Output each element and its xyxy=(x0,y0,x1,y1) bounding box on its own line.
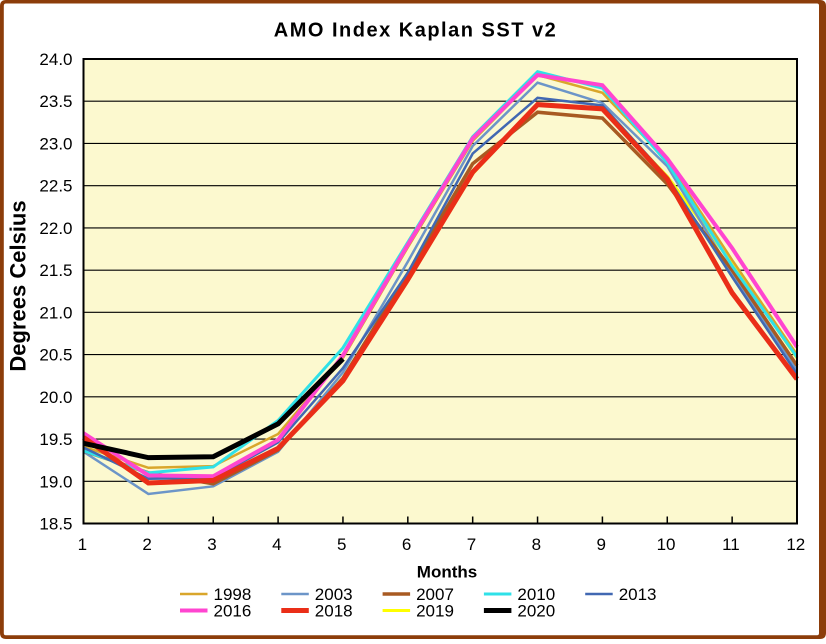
svg-text:1998: 1998 xyxy=(214,585,252,604)
svg-text:2020: 2020 xyxy=(517,602,555,621)
svg-text:8: 8 xyxy=(532,535,541,554)
svg-text:2013: 2013 xyxy=(619,585,657,604)
svg-text:2: 2 xyxy=(142,535,151,554)
svg-text:9: 9 xyxy=(596,535,605,554)
svg-text:5: 5 xyxy=(337,535,346,554)
svg-text:7: 7 xyxy=(467,535,476,554)
svg-text:Degrees Celsius: Degrees Celsius xyxy=(6,200,31,371)
svg-text:24.0: 24.0 xyxy=(39,50,72,69)
svg-text:22.5: 22.5 xyxy=(39,177,72,196)
svg-text:Months: Months xyxy=(417,563,477,582)
svg-text:AMO Index Kaplan SST v2: AMO Index Kaplan SST v2 xyxy=(274,20,557,42)
svg-text:1: 1 xyxy=(78,535,87,554)
svg-text:2010: 2010 xyxy=(517,585,555,604)
svg-text:4: 4 xyxy=(272,535,281,554)
svg-text:2016: 2016 xyxy=(214,602,252,621)
svg-text:23.5: 23.5 xyxy=(39,92,72,111)
svg-text:2007: 2007 xyxy=(416,585,454,604)
svg-text:12: 12 xyxy=(786,535,805,554)
svg-text:2018: 2018 xyxy=(315,602,353,621)
svg-text:22.0: 22.0 xyxy=(39,219,72,238)
svg-text:6: 6 xyxy=(402,535,411,554)
svg-text:21.0: 21.0 xyxy=(39,303,72,322)
svg-text:20.0: 20.0 xyxy=(39,388,72,407)
svg-text:18.5: 18.5 xyxy=(39,515,72,534)
svg-text:10: 10 xyxy=(657,535,676,554)
svg-text:21.5: 21.5 xyxy=(39,261,72,280)
svg-text:20.5: 20.5 xyxy=(39,346,72,365)
svg-text:23.0: 23.0 xyxy=(39,134,72,153)
svg-text:19.0: 19.0 xyxy=(39,472,72,491)
svg-text:19.5: 19.5 xyxy=(39,430,72,449)
svg-text:2003: 2003 xyxy=(315,585,353,604)
svg-text:11: 11 xyxy=(722,535,740,554)
svg-text:3: 3 xyxy=(207,535,216,554)
svg-text:2019: 2019 xyxy=(416,602,454,621)
